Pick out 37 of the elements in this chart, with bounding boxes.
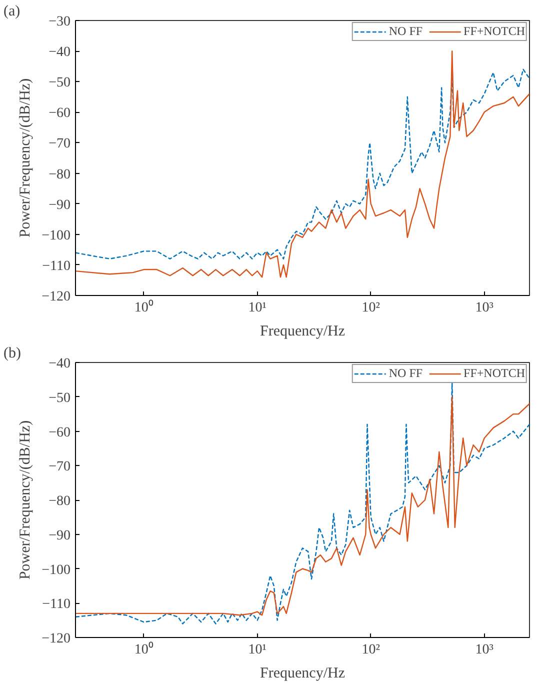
x-axis-title: Frequency/Hz	[260, 324, 346, 340]
legend-label: FF+NOTCH	[464, 24, 525, 39]
y-tick-label: −120	[42, 290, 71, 304]
y-tick-label: −100	[42, 228, 71, 244]
legend-label: NO FF	[388, 366, 423, 381]
y-tick-label: −70	[48, 460, 71, 475]
y-tick-label: −50	[48, 76, 71, 91]
y-tick-label: −40	[48, 356, 71, 372]
y-tick-label: −90	[48, 198, 71, 213]
y-axis-title: Power/Frequency/(dB/Hz)	[18, 420, 34, 580]
x-tick-label: 10²	[362, 300, 380, 316]
y-tick-label: −60	[48, 425, 71, 440]
x-tick-label: 10³	[475, 300, 494, 316]
x-tick-label: 10⁰	[134, 300, 154, 316]
legend-label: NO FF	[388, 24, 423, 39]
y-tick-label: −60	[48, 106, 71, 122]
x-tick-label: 10¹	[248, 300, 266, 316]
x-tick-label: 10⁰	[134, 642, 154, 658]
text: (b)	[4, 346, 21, 362]
y-tick-label: −100	[42, 562, 71, 578]
text: (a)	[4, 4, 20, 20]
y-tick-label: −90	[48, 528, 71, 544]
y-tick-label: −80	[48, 167, 71, 182]
x-axis-title: Frequency/Hz	[260, 666, 346, 682]
y-tick-label: −120	[42, 632, 71, 646]
legend-label: FF+NOTCH	[464, 366, 525, 381]
y-tick-label: −30	[48, 14, 71, 30]
x-tick-label: 10¹	[248, 642, 266, 658]
x-tick-label: 10³	[475, 642, 494, 658]
y-tick-label: −110	[42, 258, 71, 274]
y-tick-label: −110	[42, 597, 71, 612]
y-tick-label: −70	[48, 136, 71, 152]
x-tick-label: 10²	[362, 642, 380, 658]
y-tick-label: −80	[48, 494, 71, 509]
y-axis-title: Power/Frequency/(dB/Hz)	[18, 78, 34, 238]
y-tick-label: −40	[48, 45, 71, 60]
y-tick-label: −50	[48, 390, 71, 406]
